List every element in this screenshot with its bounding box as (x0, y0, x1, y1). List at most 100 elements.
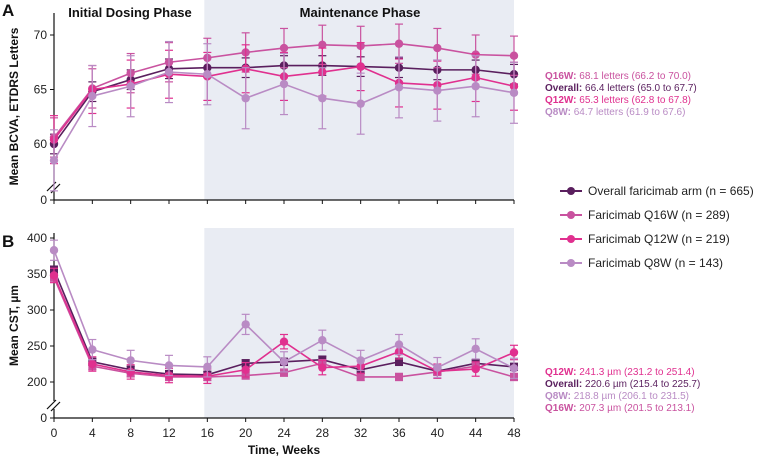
ann-text: 64.7 letters (61.9 to 67.6) (573, 107, 686, 118)
x-tick-label: 8 (127, 426, 134, 440)
data-point (126, 367, 135, 377)
maintenance-phase-shading (204, 228, 515, 418)
ann-text: 241.3 µm (231.2 to 251.4) (579, 367, 695, 378)
data-point (279, 43, 289, 53)
annotation-a-1: Overall: 66.4 letters (65.0 to 67.7) (545, 83, 697, 94)
y-tick-label: 400 (27, 231, 47, 245)
ann-text: 65.3 letters (62.8 to 67.8) (579, 95, 692, 106)
panel-label: B (2, 232, 14, 251)
phase-label-initial: Initial Dosing Phase (68, 5, 192, 20)
data-point (356, 99, 365, 108)
annotation-b-3: Q16W: 207.3 µm (201.5 to 213.1) (545, 403, 695, 414)
data-point (395, 372, 403, 381)
data-point (509, 88, 519, 97)
phase-label-maintenance: Maintenance Phase (300, 5, 421, 20)
x-tick-label: 16 (201, 426, 215, 440)
y-tick-label: 250 (27, 339, 47, 353)
x-tick-label: 28 (316, 426, 330, 440)
data-point (509, 364, 519, 373)
data-point (433, 363, 442, 372)
legend-item-q12w: Faricimab Q12W (n = 219) (560, 232, 730, 246)
data-point (88, 359, 97, 369)
data-point (395, 357, 403, 366)
data-point (203, 362, 212, 372)
ann-label: Overall: (545, 379, 583, 390)
data-point (471, 364, 480, 374)
annotation-a-3: Q8W: 64.7 letters (61.9 to 67.6) (545, 107, 685, 118)
data-point (394, 340, 404, 349)
axis-break-mark (50, 401, 61, 412)
ann-label: Q8W: (545, 107, 571, 118)
data-point (471, 82, 480, 91)
ann-label: Q12W: (545, 367, 577, 378)
axis-break-mark (46, 399, 57, 410)
annotation-a-2: Q12W: 65.3 letters (62.8 to 67.8) (545, 95, 691, 106)
data-point (509, 348, 519, 357)
x-tick-label: 32 (354, 426, 368, 440)
legend-item-q8w: Faricimab Q8W (n = 143) (560, 256, 723, 270)
ann-text: 68.1 letters (66.2 to 70.0) (579, 71, 692, 82)
ann-label: Q8W: (545, 391, 571, 402)
data-point (356, 372, 365, 381)
data-point (509, 51, 519, 60)
ann-label: Q12W: (545, 95, 577, 106)
x-tick-label: 40 (431, 426, 445, 440)
ann-text: 218.8 µm (206.1 to 231.5) (573, 391, 689, 402)
x-tick-label: 4 (89, 426, 96, 440)
data-point (318, 336, 327, 345)
data-point (203, 70, 212, 79)
ann-text: 207.3 µm (201.5 to 213.1) (579, 403, 695, 414)
annotation-a-0: Q16W: 68.1 letters (66.2 to 70.0) (545, 71, 691, 82)
data-point (164, 361, 174, 370)
ann-label: Q16W: (545, 71, 577, 82)
annotation-b-1: Overall: 220.6 µm (215.4 to 225.7) (545, 379, 700, 390)
legend-label: Faricimab Q8W (n = 143) (588, 256, 724, 270)
data-point (318, 363, 327, 372)
data-point (241, 320, 250, 329)
y-tick-label: 65 (34, 83, 48, 97)
y-tick-label: 300 (27, 303, 47, 317)
legend-label: Overall faricimab arm (n = 665) (588, 184, 754, 198)
legend-label: Faricimab Q16W (n = 289) (588, 208, 730, 222)
data-point (433, 86, 442, 95)
legend-swatch (560, 211, 582, 219)
data-point (126, 356, 135, 365)
legend-swatch (560, 235, 582, 243)
data-point (88, 91, 97, 101)
legend-item-q16w: Faricimab Q16W (n = 289) (560, 208, 730, 222)
series-q8w (49, 239, 519, 379)
legend-item-overall: Overall faricimab arm (n = 665) (560, 184, 754, 198)
data-point (318, 94, 327, 103)
series-q8w (49, 40, 519, 192)
ann-label: Q16W: (545, 403, 577, 414)
x-tick-label: 24 (277, 426, 291, 440)
data-point (241, 94, 250, 103)
legend-swatch (560, 187, 582, 195)
y-tick-label: 60 (34, 137, 48, 151)
data-point (356, 62, 365, 71)
data-point (241, 365, 250, 374)
x-tick-label: 0 (51, 426, 58, 440)
data-point (471, 344, 480, 354)
data-point (394, 39, 404, 48)
data-point (164, 67, 174, 77)
x-axis-label: Time, Weeks (248, 443, 321, 457)
ann-text: 220.6 µm (215.4 to 225.7) (585, 379, 701, 390)
x-tick-label: 20 (239, 426, 253, 440)
x-tick-label: 44 (469, 426, 483, 440)
ann-label: Overall: (545, 83, 583, 94)
x-tick-label: 36 (392, 426, 406, 440)
data-point (280, 368, 288, 377)
data-point (49, 246, 59, 255)
y-axis-label: Mean CST, µm (7, 285, 21, 366)
data-point (279, 79, 289, 89)
ann-text: 66.4 letters (65.0 to 67.7) (585, 83, 697, 94)
x-tick-label: 48 (507, 426, 521, 440)
data-point (394, 83, 404, 92)
data-point (126, 82, 135, 91)
legend-label: Faricimab Q12W (n = 219) (588, 232, 730, 246)
legend-swatch (560, 259, 582, 267)
y-axis-label: Mean BCVA, ETDRS Letters (7, 27, 21, 185)
y-tick-label: 70 (34, 28, 48, 42)
